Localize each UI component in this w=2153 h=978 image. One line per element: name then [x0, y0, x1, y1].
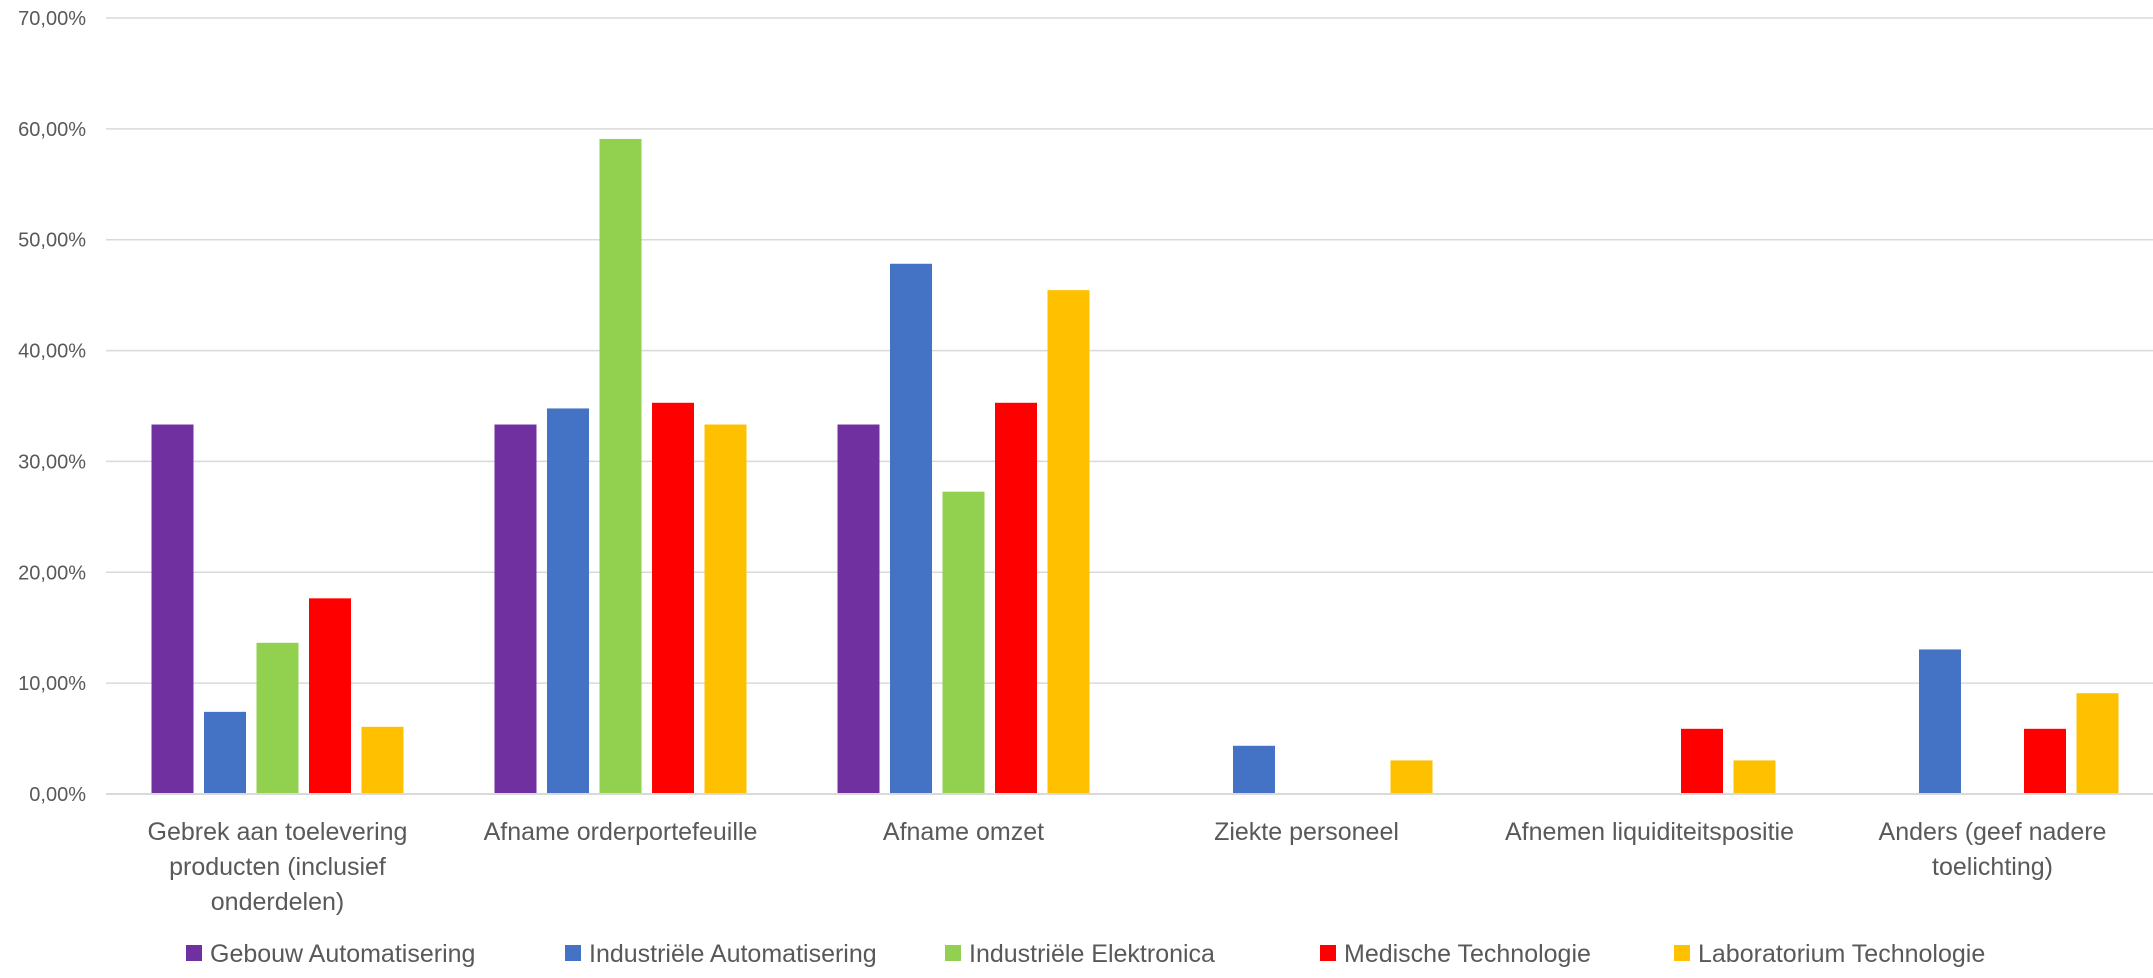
legend-swatch	[565, 945, 581, 961]
legend-swatch	[1674, 945, 1690, 961]
bar	[1047, 290, 1090, 794]
legend-label: Laboratorium Technologie	[1698, 940, 1985, 968]
bar	[1733, 760, 1776, 794]
bar	[361, 726, 404, 794]
y-tick-label: 50,00%	[18, 230, 86, 252]
legend-item: Gebouw Automatisering	[186, 940, 475, 968]
legend-label: Industriële Elektronica	[969, 940, 1215, 968]
legend-item: Medische Technologie	[1320, 940, 1591, 968]
bar	[494, 424, 537, 794]
y-axis-tick-labels: 0,00% 10,00% 20,00% 30,00% 40,00% 50,00% 60,00…	[18, 8, 86, 806]
x-axis-category-labels: Gebrek aan toelevering producten (inclusi…	[148, 818, 2107, 916]
bar	[890, 263, 932, 795]
bar	[2024, 728, 2066, 794]
bar	[1390, 760, 1433, 794]
legend-label: Industriële Automatisering	[589, 940, 877, 968]
bar	[204, 711, 246, 794]
bar	[652, 402, 694, 794]
legend-swatch	[1320, 945, 1336, 961]
legend-item: Industriële Automatisering	[565, 940, 877, 968]
bar	[1919, 649, 1961, 794]
legend-swatch	[186, 945, 202, 961]
y-tick-label: 30,00%	[18, 451, 86, 473]
x-tick-label: Afnemen liquiditeitspositie	[1505, 818, 1794, 846]
bar	[547, 408, 589, 794]
bar	[256, 642, 299, 794]
bar	[1233, 745, 1275, 794]
bar	[151, 424, 194, 794]
y-tick-label: 0,00%	[29, 784, 86, 806]
y-tick-label: 10,00%	[18, 673, 86, 695]
x-tick-label: Afname orderportefeuille	[484, 818, 758, 846]
bar	[599, 138, 642, 795]
legend-label: Medische Technologie	[1344, 940, 1591, 968]
bar	[995, 402, 1037, 794]
legend-swatch	[945, 945, 961, 961]
bar	[2076, 693, 2119, 794]
legend-item: Industriële Elektronica	[945, 940, 1215, 968]
y-tick-label: 20,00%	[18, 562, 86, 584]
legend-label: Gebouw Automatisering	[210, 940, 475, 968]
x-tick-label: Gebrek aan toelevering producten (inclusi…	[148, 818, 408, 916]
bars	[151, 138, 2119, 795]
legend-item: Laboratorium Technologie	[1674, 940, 1985, 968]
legend: Gebouw Automatisering Industriële Automat…	[186, 940, 1985, 968]
x-tick-label: Anders (geef nadere toelichting)	[1879, 818, 2107, 881]
y-tick-label: 70,00%	[18, 8, 86, 30]
bar	[704, 424, 747, 794]
y-tick-label: 40,00%	[18, 341, 86, 363]
x-tick-label: Ziekte personeel	[1214, 818, 1399, 846]
x-tick-label: Afname omzet	[883, 818, 1044, 846]
bar	[837, 424, 880, 794]
bar	[942, 491, 985, 794]
bar	[309, 598, 351, 794]
y-tick-label: 60,00%	[18, 119, 86, 141]
bar	[1681, 728, 1723, 794]
gridlines	[106, 17, 2153, 684]
